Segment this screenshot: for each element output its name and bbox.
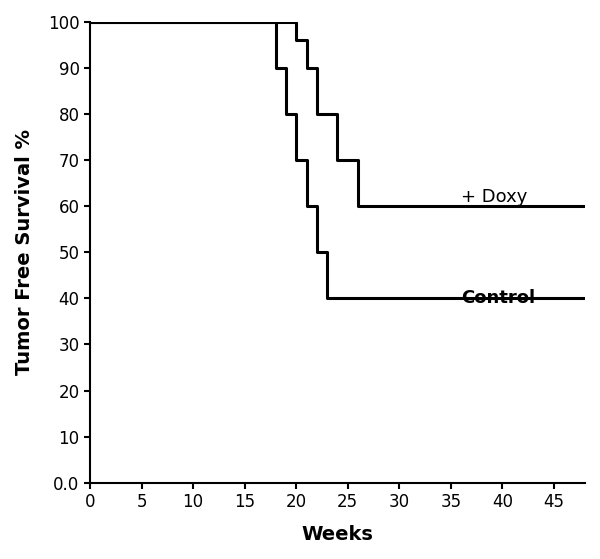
Text: Control: Control: [461, 290, 535, 307]
Text: + Doxy: + Doxy: [461, 188, 527, 206]
Y-axis label: Tumor Free Survival %: Tumor Free Survival %: [15, 129, 34, 375]
X-axis label: Weeks: Weeks: [302, 525, 373, 544]
